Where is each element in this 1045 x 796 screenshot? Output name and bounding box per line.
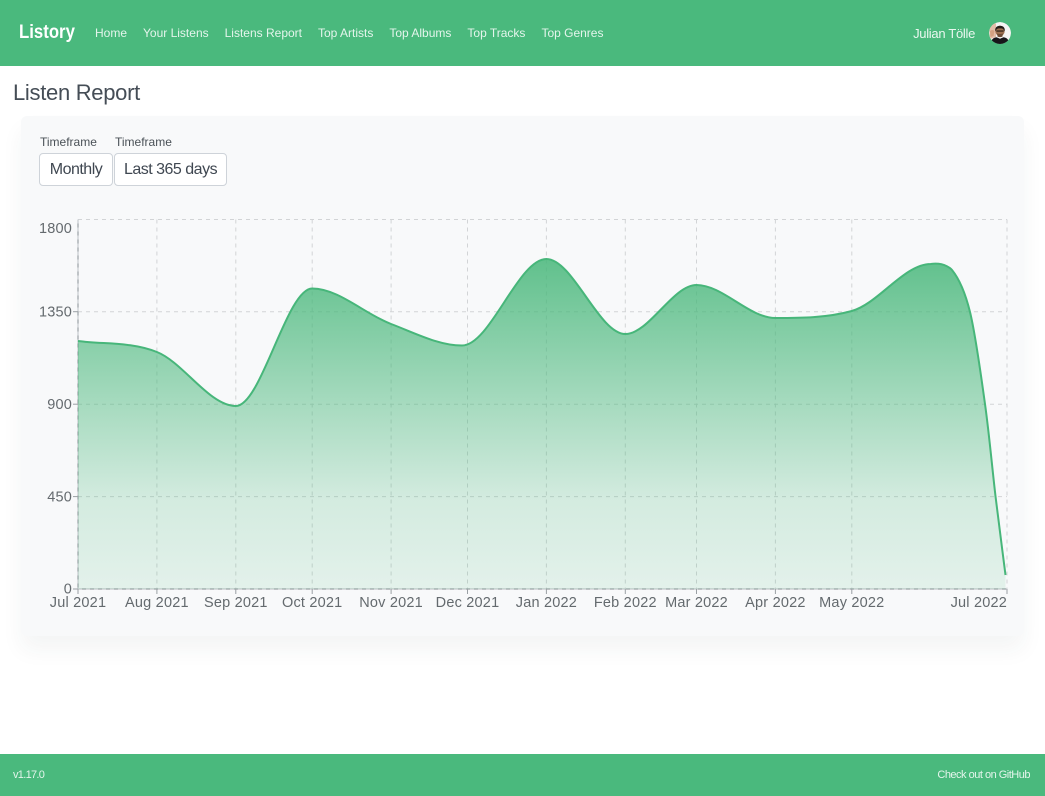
svg-text:Dec 2021: Dec 2021 (436, 595, 500, 611)
svg-text:450: 450 (47, 489, 72, 505)
svg-text:Feb 2022: Feb 2022 (594, 595, 657, 611)
svg-text:1800: 1800 (39, 221, 72, 237)
svg-text:Mar 2022: Mar 2022 (665, 595, 728, 611)
svg-text:Nov 2021: Nov 2021 (359, 595, 423, 611)
svg-text:May 2022: May 2022 (819, 595, 884, 611)
svg-text:Oct 2021: Oct 2021 (282, 595, 342, 611)
svg-text:Aug 2021: Aug 2021 (125, 595, 189, 611)
svg-text:900: 900 (47, 397, 72, 413)
svg-text:Jul 2022: Jul 2022 (951, 595, 1007, 611)
svg-text:Jan 2022: Jan 2022 (516, 595, 577, 611)
svg-text:Sep 2021: Sep 2021 (204, 595, 268, 611)
svg-text:Apr 2022: Apr 2022 (745, 595, 805, 611)
svg-text:Jul 2021: Jul 2021 (50, 595, 106, 611)
svg-text:1350: 1350 (39, 304, 72, 320)
svg-text:0: 0 (64, 582, 72, 598)
